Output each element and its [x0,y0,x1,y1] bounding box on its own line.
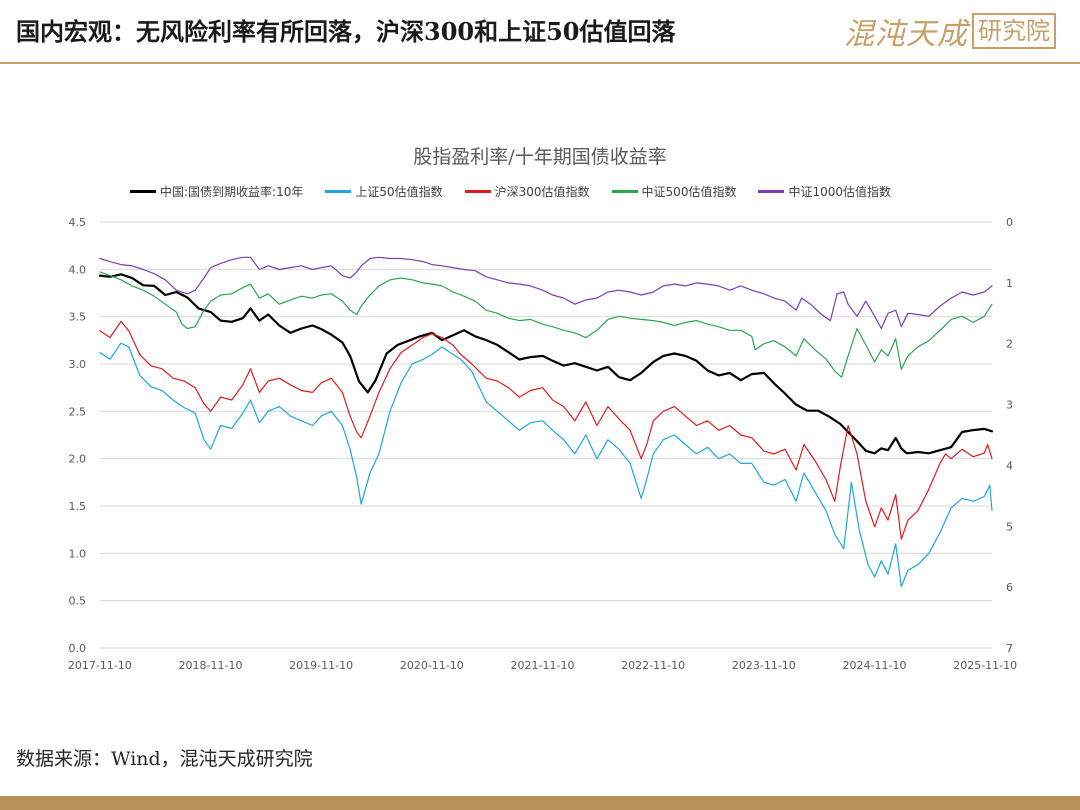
header: 国内宏观：无风险利率有所回落，沪深300和上证50估值回落 混沌天成 研究院 [0,0,1080,62]
legend-swatch [130,189,156,193]
x-tick-label: 2025-11-10 [953,659,1017,672]
legend-item: 沪深300估值指数 [464,183,590,200]
legend-swatch [464,189,491,193]
series-line-3 [99,320,993,540]
y-right-tick-label: 3 [1006,399,1013,412]
y-left-tick-label: 2.5 [69,405,87,418]
data-source: 数据来源：Wind，混沌天成研究院 [16,748,313,770]
y-left-tick-label: 0.5 [69,595,87,608]
x-tick-label: 2018-11-10 [179,659,243,672]
y-left-tick-label: 1.5 [69,500,87,513]
y-left-tick-label: 1.0 [69,547,87,560]
line-chart: 0.0 0.5 1.0 1.5 2.0 2.5 3.0 3.5 4.0 4.5 0 1 2 3 4 5 6 7 20… [68,216,1017,672]
y-right-tick-label: 7 [1006,642,1013,655]
y-right-tick-label: 5 [1006,520,1013,533]
series-line-4 [99,271,993,378]
chart-title: 股指盈利率/十年期国债收益率 [413,146,667,168]
legend-label: 中国:国债到期收益率:10年 [160,184,304,199]
y-left-tick-label: 4.5 [69,216,87,229]
y-right-tick-label: 6 [1006,581,1013,594]
chart-legend: 中国:国债到期收益率:10年 上证50估值指数 沪深300估值指数 中证500估值指数… [130,181,913,201]
footer-bar [0,796,1080,810]
brand-logo: 混沌天成 研究院 [844,10,1056,52]
x-tick-label: 2020-11-10 [400,659,464,672]
legend-swatch [325,189,352,193]
legend-label: 中证500估值指数 [641,184,737,199]
legend-label: 上证50估值指数 [355,184,443,199]
legend-item: 中证1000估值指数 [758,183,891,200]
legend-item: 上证50估值指数 [325,183,443,200]
legend-label: 沪深300估值指数 [494,184,590,199]
y-left-tick-label: 3.0 [69,358,87,371]
series-line-5 [99,256,993,330]
header-divider [0,62,1080,64]
logo-box: 研究院 [972,13,1056,49]
legend-item: 中证500估值指数 [611,183,737,200]
series-line-2 [99,342,993,588]
y-left-tick-label: 2.0 [69,453,87,466]
y-left-tick-label: 0.0 [69,642,87,655]
x-tick-label: 2022-11-10 [621,659,685,672]
legend-label: 中证1000估值指数 [788,184,891,199]
series-line-1 [98,273,994,455]
y-right-tick-label: 1 [1006,277,1013,290]
y-left-tick-label: 3.5 [69,311,87,324]
x-tick-label: 2024-11-10 [843,659,907,672]
y-right-tick-label: 0 [1006,216,1013,229]
legend-swatch [758,189,785,193]
x-tick-label: 2023-11-10 [732,659,796,672]
x-tick-label: 2019-11-10 [289,659,353,672]
y-right-tick-label: 4 [1006,459,1013,472]
y-left-tick-label: 4.0 [69,263,87,276]
legend-swatch [611,189,638,193]
y-right-tick-label: 2 [1006,338,1013,351]
legend-item: 中国:国债到期收益率:10年 [130,183,303,200]
x-tick-label: 2017-11-10 [68,659,132,672]
x-tick-label: 2021-11-10 [511,659,575,672]
logo-script: 混沌天成 [844,17,968,52]
page-title: 国内宏观：无风险利率有所回落，沪深300和上证50估值回落 [16,17,676,46]
